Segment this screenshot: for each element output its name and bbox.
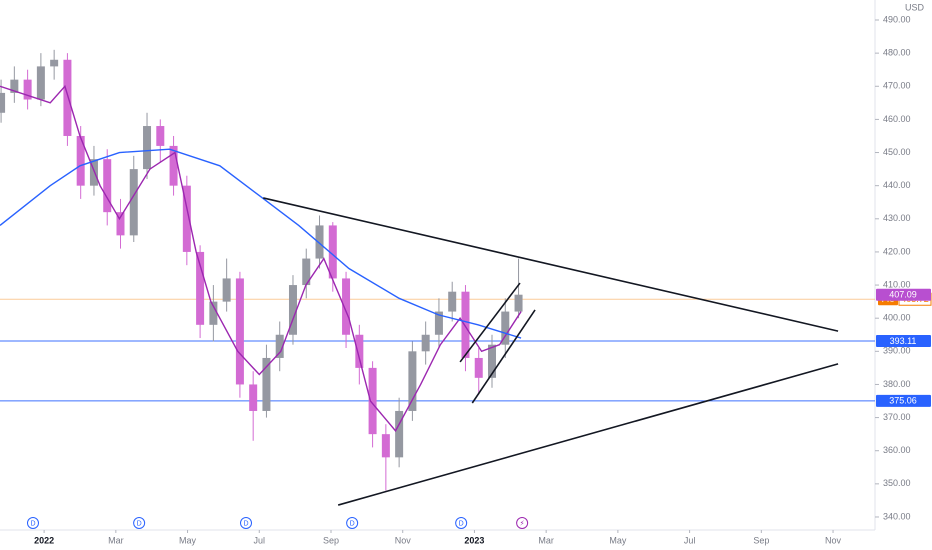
candle-body: [10, 79, 19, 93]
candle-body: [328, 225, 337, 279]
x-tick-label: May: [179, 535, 197, 545]
candle-body: [235, 278, 244, 385]
candle-body: [342, 278, 351, 335]
y-tick-label: 460.00: [883, 114, 911, 124]
candle-body: [50, 59, 59, 67]
event-marker: [240, 517, 253, 529]
x-tick-label: Jul: [254, 535, 266, 545]
candle-body: [0, 92, 6, 113]
x-tick-label: Nov: [395, 535, 412, 545]
event-label: ⚡: [520, 519, 525, 527]
y-tick-label: 420.00: [883, 246, 911, 256]
candle-body: [209, 301, 218, 325]
y-tick-label: 350.00: [883, 478, 911, 488]
candle-body: [275, 334, 284, 358]
candle-body: [182, 185, 191, 252]
candle-body: [488, 344, 497, 378]
candle-body: [355, 334, 364, 368]
y-tick-label: 400.00: [883, 313, 911, 323]
event-marker: [455, 517, 468, 529]
candle-body: [395, 410, 404, 458]
candle-body: [76, 135, 85, 186]
x-tick-label: Sep: [753, 535, 769, 545]
level-label-box: [876, 335, 931, 348]
candle-body: [434, 311, 443, 335]
candle-body: [262, 357, 271, 411]
x-tick-label: Mar: [108, 535, 124, 545]
event-label: D: [243, 520, 248, 527]
x-tick-label: 2022: [34, 535, 54, 545]
y-tick-label: 430.00: [883, 213, 911, 223]
event-label: D: [459, 520, 464, 527]
candle-body: [116, 212, 125, 236]
candle-body: [315, 225, 324, 259]
y-tick-label: 410.00: [883, 279, 911, 289]
trendline: [263, 197, 839, 332]
candle-body: [169, 145, 178, 186]
currency: USD: [905, 2, 925, 12]
candle-body: [368, 367, 377, 435]
y-tick-label: 370.00: [883, 412, 911, 422]
candle-body: [381, 434, 390, 458]
candle-body: [514, 294, 523, 312]
event-marker: [346, 517, 359, 529]
event-marker: [516, 517, 529, 529]
moving-average: [0, 84, 522, 433]
x-tick-label: Nov: [825, 535, 842, 545]
moving-average: [0, 148, 522, 339]
candle-body: [143, 126, 152, 170]
y-tick-label: 440.00: [883, 180, 911, 190]
x-tick-label: Jul: [684, 535, 696, 545]
last-price: 407.09: [889, 290, 917, 300]
y-tick-label: 480.00: [883, 48, 911, 58]
level-label: 375.06: [889, 396, 917, 406]
candle-body: [36, 66, 45, 100]
event-marker: [26, 517, 39, 529]
y-tick-label: 380.00: [883, 379, 911, 389]
candle-body: [63, 59, 72, 136]
level-label: 393.11: [890, 336, 917, 346]
x-tick-label: Sep: [323, 535, 339, 545]
event-marker: [133, 517, 146, 529]
y-tick-label: 390.00: [883, 346, 911, 356]
candle-body: [461, 291, 470, 358]
candle-body: [474, 357, 483, 378]
candle-body: [103, 159, 112, 213]
candle-body: [421, 334, 430, 352]
y-tick-label: 340.00: [883, 511, 911, 521]
candle-body: [501, 311, 510, 345]
y-tick-label: 470.00: [883, 81, 911, 91]
candle-body: [23, 79, 32, 100]
candle-body: [448, 291, 457, 312]
y-tick-label: 450.00: [883, 147, 911, 157]
trendline: [471, 309, 536, 404]
x-tick-label: Mar: [538, 535, 554, 545]
candle-body: [196, 251, 205, 325]
event-label: D: [350, 520, 355, 527]
candle-body: [129, 169, 138, 236]
trendline: [459, 282, 521, 363]
x-tick-label: 2023: [464, 535, 484, 545]
y-tick-label: 490.00: [883, 14, 911, 24]
trendline: [337, 363, 839, 506]
candle-body: [288, 285, 297, 335]
event-label: D: [137, 520, 142, 527]
candle-body: [408, 351, 417, 411]
candle-body: [156, 126, 165, 146]
x-tick-label: May: [609, 535, 627, 545]
level-label-box: [876, 394, 931, 407]
y-tick-label: 360.00: [883, 445, 911, 455]
last-price-box: [876, 288, 931, 301]
event-label: D: [30, 520, 35, 527]
candle-body: [302, 258, 311, 286]
candle-body: [222, 278, 231, 302]
candle-body: [249, 384, 258, 411]
